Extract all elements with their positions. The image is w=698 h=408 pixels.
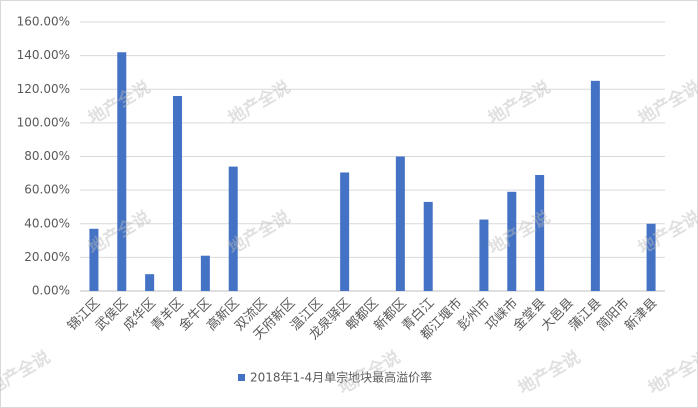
bar	[395, 156, 405, 291]
bar	[535, 174, 545, 291]
bar	[646, 223, 656, 291]
bar	[228, 166, 238, 291]
y-tick-label: 100.00%	[17, 115, 70, 129]
y-tick-label: 80.00%	[24, 149, 70, 163]
legend-label: 2018年1-4月单宗地块最高溢价率	[250, 370, 432, 385]
y-tick-label: 160.00%	[17, 15, 70, 29]
bar	[590, 80, 600, 291]
bar	[173, 95, 182, 291]
y-tick-label: 60.00%	[24, 183, 70, 197]
bar	[200, 255, 210, 291]
bar	[507, 191, 517, 291]
y-tick-label: 40.00%	[24, 216, 70, 230]
bar	[423, 201, 433, 291]
y-tick-label: 0.00%	[32, 284, 70, 298]
bar	[89, 228, 99, 291]
bar	[117, 52, 127, 292]
bar	[479, 219, 489, 291]
legend-swatch	[238, 374, 245, 381]
bar	[340, 172, 350, 291]
y-tick-label: 140.00%	[17, 48, 70, 62]
y-tick-label: 120.00%	[17, 82, 70, 96]
bar	[145, 274, 155, 291]
y-tick-label: 20.00%	[24, 250, 70, 264]
